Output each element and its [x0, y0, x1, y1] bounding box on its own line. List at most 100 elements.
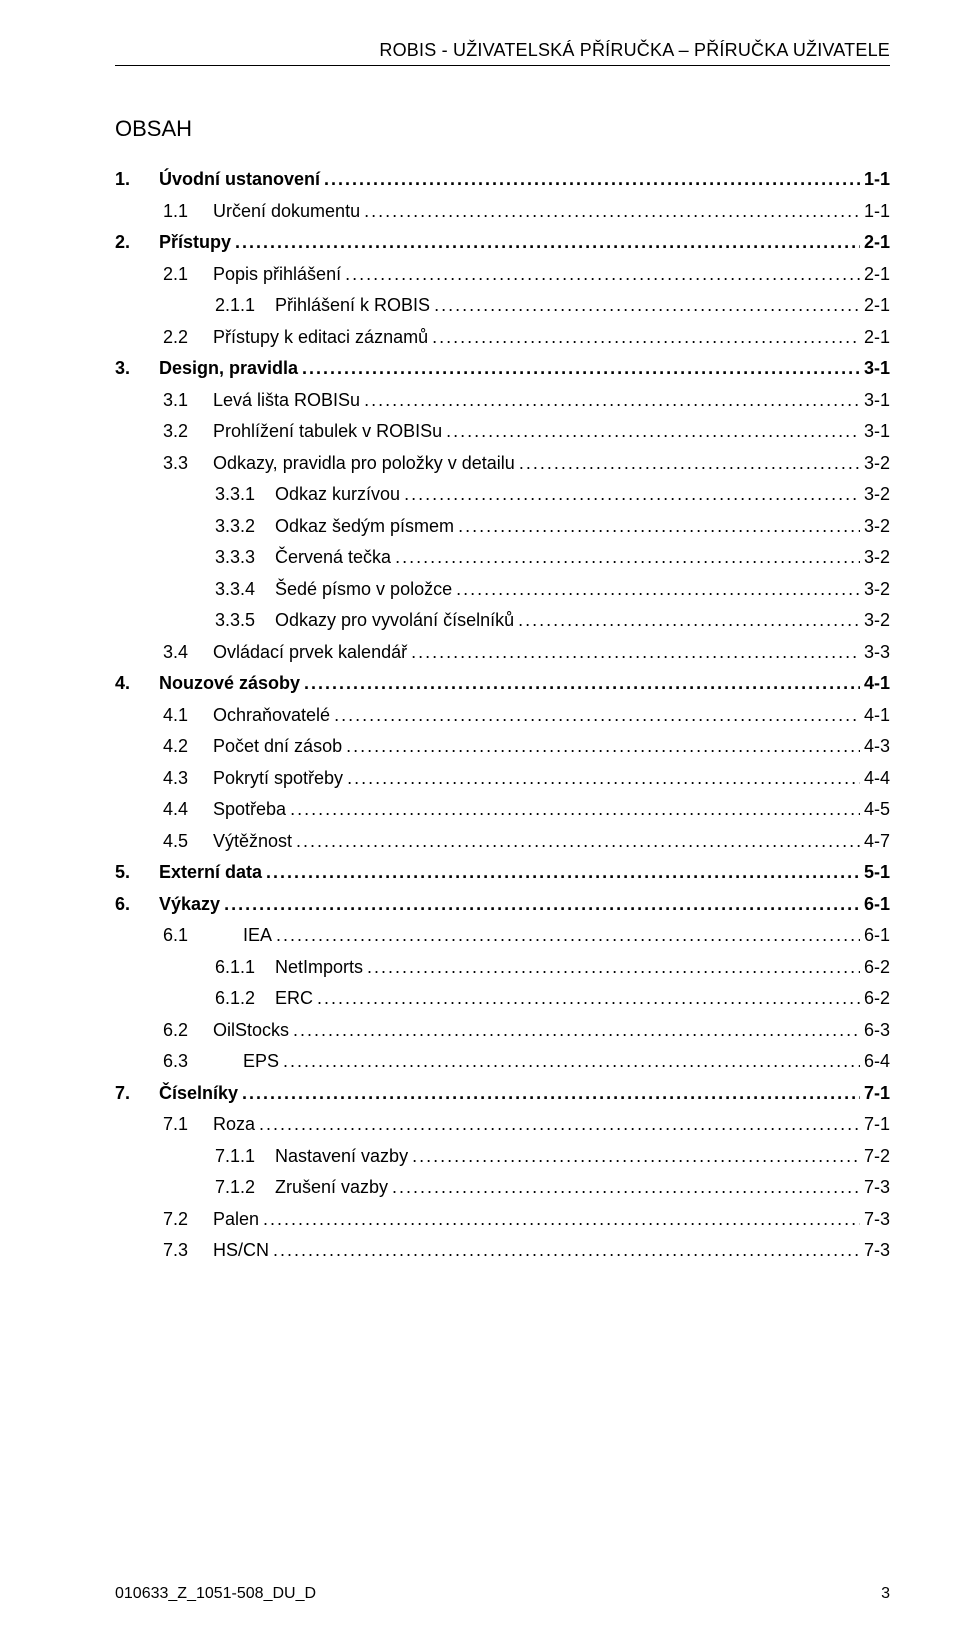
toc-entry-page: 7-1: [864, 1109, 890, 1141]
toc-leader-dots: [434, 290, 860, 322]
toc-entry-number: 6.1.1: [215, 952, 275, 984]
toc-row: 4.4Spotřeba 4-5: [115, 794, 890, 826]
toc-row: 7.1Roza 7-1: [115, 1109, 890, 1141]
toc-entry-page: 2-1: [864, 259, 890, 291]
toc-row: 3.3.3Červená tečka 3-2: [115, 542, 890, 574]
toc-entry-number: 4.3: [163, 763, 213, 795]
toc-leader-dots: [345, 259, 860, 291]
toc-row: 7.2Palen 7-3: [115, 1204, 890, 1236]
toc-entry-number: 7.1: [163, 1109, 213, 1141]
toc-entry-label: ERC: [275, 983, 313, 1015]
toc-row: 2.2Přístupy k editaci záznamů 2-1: [115, 322, 890, 354]
toc-entry-number: 4.1: [163, 700, 213, 732]
toc-row: 6.Výkazy 6-1: [115, 889, 890, 921]
toc-entry-page: 3-1: [864, 385, 890, 417]
toc-leader-dots: [404, 479, 860, 511]
toc-leader-dots: [283, 1046, 860, 1078]
toc-leader-dots: [273, 1235, 860, 1267]
toc-entry-page: 6-2: [864, 983, 890, 1015]
toc-leader-dots: [412, 1141, 860, 1173]
toc-entry-number: 7.2: [163, 1204, 213, 1236]
toc-entry-page: 6-1: [864, 920, 890, 952]
toc-entry-number: 7.1.2: [215, 1172, 275, 1204]
toc-entry-label: Úvodní ustanovení: [159, 164, 320, 196]
toc-entry-page: 1-1: [864, 196, 890, 228]
toc-entry-label: Ochraňovatelé: [213, 700, 330, 732]
toc-leader-dots: [395, 542, 860, 574]
toc-entry-number: 4.2: [163, 731, 213, 763]
toc-row: 5.Externí data 5-1: [115, 857, 890, 889]
toc-entry-page: 3-2: [864, 605, 890, 637]
toc-leader-dots: [364, 196, 860, 228]
toc-leader-dots: [519, 448, 860, 480]
toc-leader-dots: [259, 1109, 860, 1141]
toc-entry-page: 6-2: [864, 952, 890, 984]
toc-row: 7.Číselníky 7-1: [115, 1078, 890, 1110]
toc-entry-label: Odkaz šedým písmem: [275, 511, 454, 543]
toc-entry-number: 6.3: [163, 1046, 243, 1078]
toc-entry-page: 3-2: [864, 479, 890, 511]
toc-entry-page: 4-4: [864, 763, 890, 795]
toc-row: 3.1Levá lišta ROBISu 3-1: [115, 385, 890, 417]
toc-row: 3.3.2Odkaz šedým písmem 3-2: [115, 511, 890, 543]
toc-entry-label: Přihlášení k ROBIS: [275, 290, 430, 322]
toc-entry-label: Design, pravidla: [159, 353, 298, 385]
toc-entry-page: 3-2: [864, 574, 890, 606]
toc-leader-dots: [276, 920, 860, 952]
header-rule: [115, 65, 890, 66]
toc-entry-label: EPS: [243, 1046, 279, 1078]
toc-entry-number: 3.1: [163, 385, 213, 417]
toc-entry-label: Zrušení vazby: [275, 1172, 388, 1204]
toc-row: 3.3.1Odkaz kurzívou 3-2: [115, 479, 890, 511]
toc-entry-label: Počet dní zásob: [213, 731, 342, 763]
toc-leader-dots: [446, 416, 860, 448]
toc-entry-page: 2-1: [864, 322, 890, 354]
toc-row: 2.1Popis přihlášení 2-1: [115, 259, 890, 291]
toc-entry-number: 1.: [115, 164, 159, 196]
toc-entry-page: 5-1: [864, 857, 890, 889]
toc-entry-page: 4-3: [864, 731, 890, 763]
toc-entry-label: Pokrytí spotřeby: [213, 763, 343, 795]
toc-leader-dots: [364, 385, 860, 417]
toc-row: 7.3HS/CN 7-3: [115, 1235, 890, 1267]
toc-entry-label: Odkaz kurzívou: [275, 479, 400, 511]
toc-entry-label: Přístupy k editaci záznamů: [213, 322, 428, 354]
toc-row: 3.3.5Odkazy pro vyvolání číselníků 3-2: [115, 605, 890, 637]
toc-entry-number: 4.: [115, 668, 159, 700]
toc-leader-dots: [392, 1172, 860, 1204]
toc-entry-label: Přístupy: [159, 227, 231, 259]
toc-leader-dots: [432, 322, 860, 354]
toc-entry-label: Ovládací prvek kalendář: [213, 637, 407, 669]
toc-row: 4.5Výtěžnost 4-7: [115, 826, 890, 858]
toc-entry-number: 7.1.1: [215, 1141, 275, 1173]
page-footer: 010633_Z_1051-508_DU_D 3: [115, 1585, 890, 1603]
toc-entry-label: Externí data: [159, 857, 262, 889]
toc-entry-label: Odkazy, pravidla pro položky v detailu: [213, 448, 515, 480]
toc-entry-label: Popis přihlášení: [213, 259, 341, 291]
toc-entry-page: 6-3: [864, 1015, 890, 1047]
toc-entry-number: 3.3.2: [215, 511, 275, 543]
toc-entry-number: 3.: [115, 353, 159, 385]
toc-row: 3.4Ovládací prvek kalendář 3-3: [115, 637, 890, 669]
toc-entry-page: 3-2: [864, 448, 890, 480]
toc-entry-page: 7-3: [864, 1172, 890, 1204]
toc-row: 6.3EPS 6-4: [115, 1046, 890, 1078]
toc-entry-page: 4-1: [864, 700, 890, 732]
toc-entry-page: 7-1: [864, 1078, 890, 1110]
toc-row: 1.Úvodní ustanovení 1-1: [115, 164, 890, 196]
toc-entry-number: 5.: [115, 857, 159, 889]
toc-entry-label: Nastavení vazby: [275, 1141, 408, 1173]
toc-entry-number: 2.1.1: [215, 290, 275, 322]
toc-row: 2.Přístupy 2-1: [115, 227, 890, 259]
toc-entry-label: HS/CN: [213, 1235, 269, 1267]
footer-page-number: 3: [881, 1585, 890, 1603]
toc-entry-label: Číselníky: [159, 1078, 238, 1110]
toc-leader-dots: [411, 637, 860, 669]
toc-leader-dots: [242, 1078, 860, 1110]
toc-entry-number: 1.1: [163, 196, 213, 228]
toc-entry-page: 7-2: [864, 1141, 890, 1173]
toc-row: 3.2Prohlížení tabulek v ROBISu 3-1: [115, 416, 890, 448]
toc-entry-label: Spotřeba: [213, 794, 286, 826]
toc-leader-dots: [296, 826, 860, 858]
toc-entry-page: 7-3: [864, 1235, 890, 1267]
